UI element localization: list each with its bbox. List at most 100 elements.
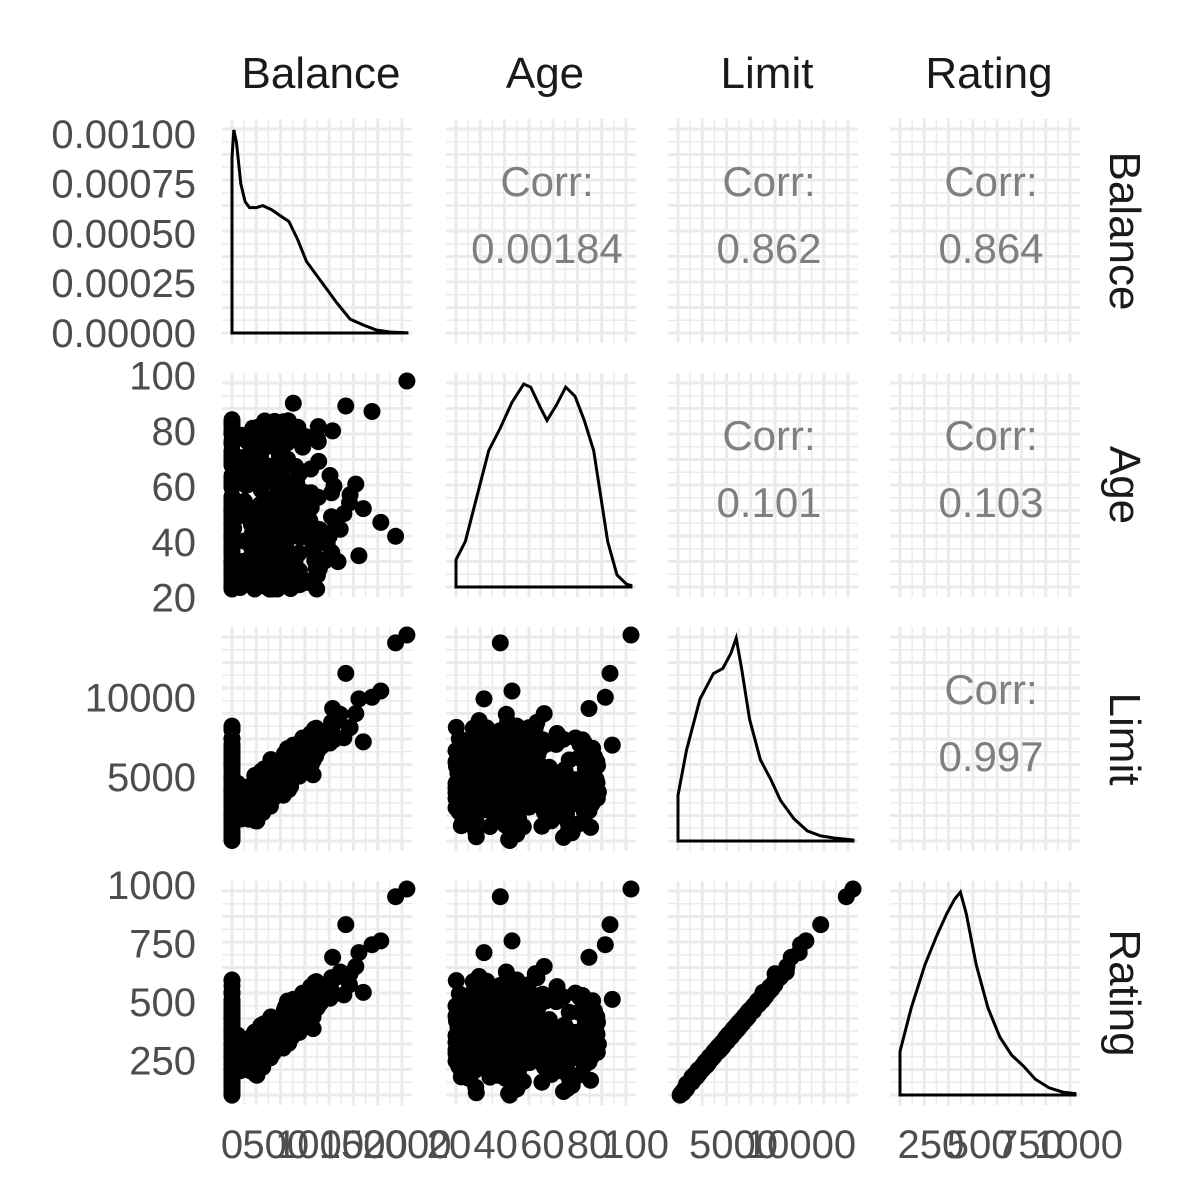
row-strip-rating: Rating	[1100, 929, 1149, 1056]
y-tick-label: 100	[129, 354, 196, 398]
scatter-point	[398, 372, 416, 390]
panel-rating-rating	[890, 881, 1080, 1105]
scatter-point	[223, 1018, 241, 1036]
scatter-point	[331, 520, 349, 538]
scatter-point	[341, 965, 359, 983]
scatter-point	[454, 814, 471, 832]
scatter-point	[540, 758, 558, 776]
scatter-point	[454, 1067, 471, 1085]
x-tick-label: 20	[427, 1123, 472, 1167]
scatter-point	[622, 880, 640, 898]
scatter-point	[258, 765, 276, 783]
scatter-point	[387, 634, 405, 652]
scatter-point	[515, 983, 533, 1001]
scatter-point	[837, 888, 855, 906]
scatter-point	[500, 830, 518, 848]
scatter-point	[455, 1048, 473, 1066]
density-curve-balance	[230, 129, 409, 335]
scatter-point	[601, 664, 619, 682]
scatter-point	[470, 968, 488, 985]
scatter-point	[515, 733, 533, 751]
scatter-point	[575, 991, 593, 1009]
scatter-point	[246, 1052, 264, 1070]
x-tick-label: 250	[898, 1123, 965, 1167]
scatter-point	[508, 971, 526, 989]
scatter-point	[447, 972, 465, 990]
scatter-point	[223, 1035, 241, 1053]
density-curve-age	[454, 382, 633, 589]
scatter-point	[503, 932, 521, 950]
corr-label: Corr:	[722, 158, 815, 205]
scatter-point	[603, 736, 621, 754]
row-strip-limit: Limit	[1100, 693, 1149, 786]
scatter-point	[455, 793, 473, 811]
scatter-point	[554, 988, 572, 1006]
scatter-point	[569, 815, 587, 833]
scatter-point	[470, 712, 488, 730]
scatter-point	[313, 726, 331, 743]
scatter-point	[501, 1043, 519, 1061]
corr-value: 0.862	[716, 225, 821, 272]
scatter-point	[246, 537, 264, 555]
scatter-point	[528, 740, 546, 757]
scatter-point	[489, 1015, 507, 1033]
y-tick-label: 0.00075	[51, 163, 196, 207]
scatter-point	[341, 486, 359, 504]
scatter-point	[519, 1050, 537, 1068]
y-tick-label: 80	[152, 410, 197, 454]
scatter-point	[285, 552, 303, 570]
scatter-point	[308, 580, 326, 598]
scatter-point	[470, 793, 488, 811]
x-tick-label: 60	[520, 1123, 565, 1167]
scatter-point	[551, 797, 569, 815]
scatter-point	[324, 700, 342, 717]
scatter-point	[337, 916, 355, 934]
scatter-point	[265, 494, 283, 512]
scatter-point	[475, 944, 493, 962]
scatter-point	[528, 992, 546, 1010]
y-tick-label: 5000	[107, 756, 196, 800]
scatter-point	[325, 477, 343, 495]
panel-balance-age: Corr: 0.00184	[446, 119, 636, 343]
scatter-point	[309, 418, 327, 436]
panel-balance-limit: Corr: 0.862	[668, 119, 858, 343]
scatter-point	[297, 428, 315, 446]
scatter-point	[552, 783, 570, 801]
scatter-point	[260, 553, 278, 571]
scatter-point	[469, 744, 487, 762]
scatter-point	[812, 916, 830, 934]
scatter-point	[700, 1052, 718, 1070]
scatter-point	[505, 745, 523, 763]
scatter-point	[337, 397, 355, 415]
scatter-point	[387, 527, 405, 545]
scatter-point	[252, 481, 270, 499]
column-strip-balance: Balance	[241, 49, 400, 98]
scatter-point	[372, 513, 390, 531]
panel-limit-age	[446, 626, 640, 851]
scatter-point	[285, 1021, 303, 1039]
x-tick-label: 40	[473, 1123, 518, 1167]
corr-value: 0.00184	[471, 225, 623, 272]
panel-age-limit: Corr: 0.101	[668, 373, 858, 597]
corr-label: Corr:	[500, 158, 593, 205]
scatter-point	[447, 753, 465, 771]
y-tick-label: 40	[152, 521, 197, 565]
scatter-point	[672, 1085, 690, 1102]
scatter-point	[223, 797, 241, 815]
density-curve-rating	[898, 888, 1077, 1097]
scatter-point	[260, 793, 278, 811]
x-tick-label: 750	[996, 1123, 1063, 1167]
scatter-point	[223, 456, 241, 474]
scatter-point	[313, 533, 331, 551]
scatter-point	[499, 776, 517, 793]
scatter-point	[596, 688, 614, 706]
scatter-point	[223, 810, 241, 828]
scatter-point	[302, 992, 320, 1010]
scatter-point	[499, 1030, 517, 1048]
scatter-point	[689, 1066, 707, 1083]
y-tick-label: 250	[129, 1039, 196, 1083]
x-tick-label: 80	[567, 1123, 612, 1167]
x-tick-label: 1000	[275, 1123, 364, 1167]
scatter-point	[302, 484, 320, 502]
scatter-point	[363, 403, 381, 420]
